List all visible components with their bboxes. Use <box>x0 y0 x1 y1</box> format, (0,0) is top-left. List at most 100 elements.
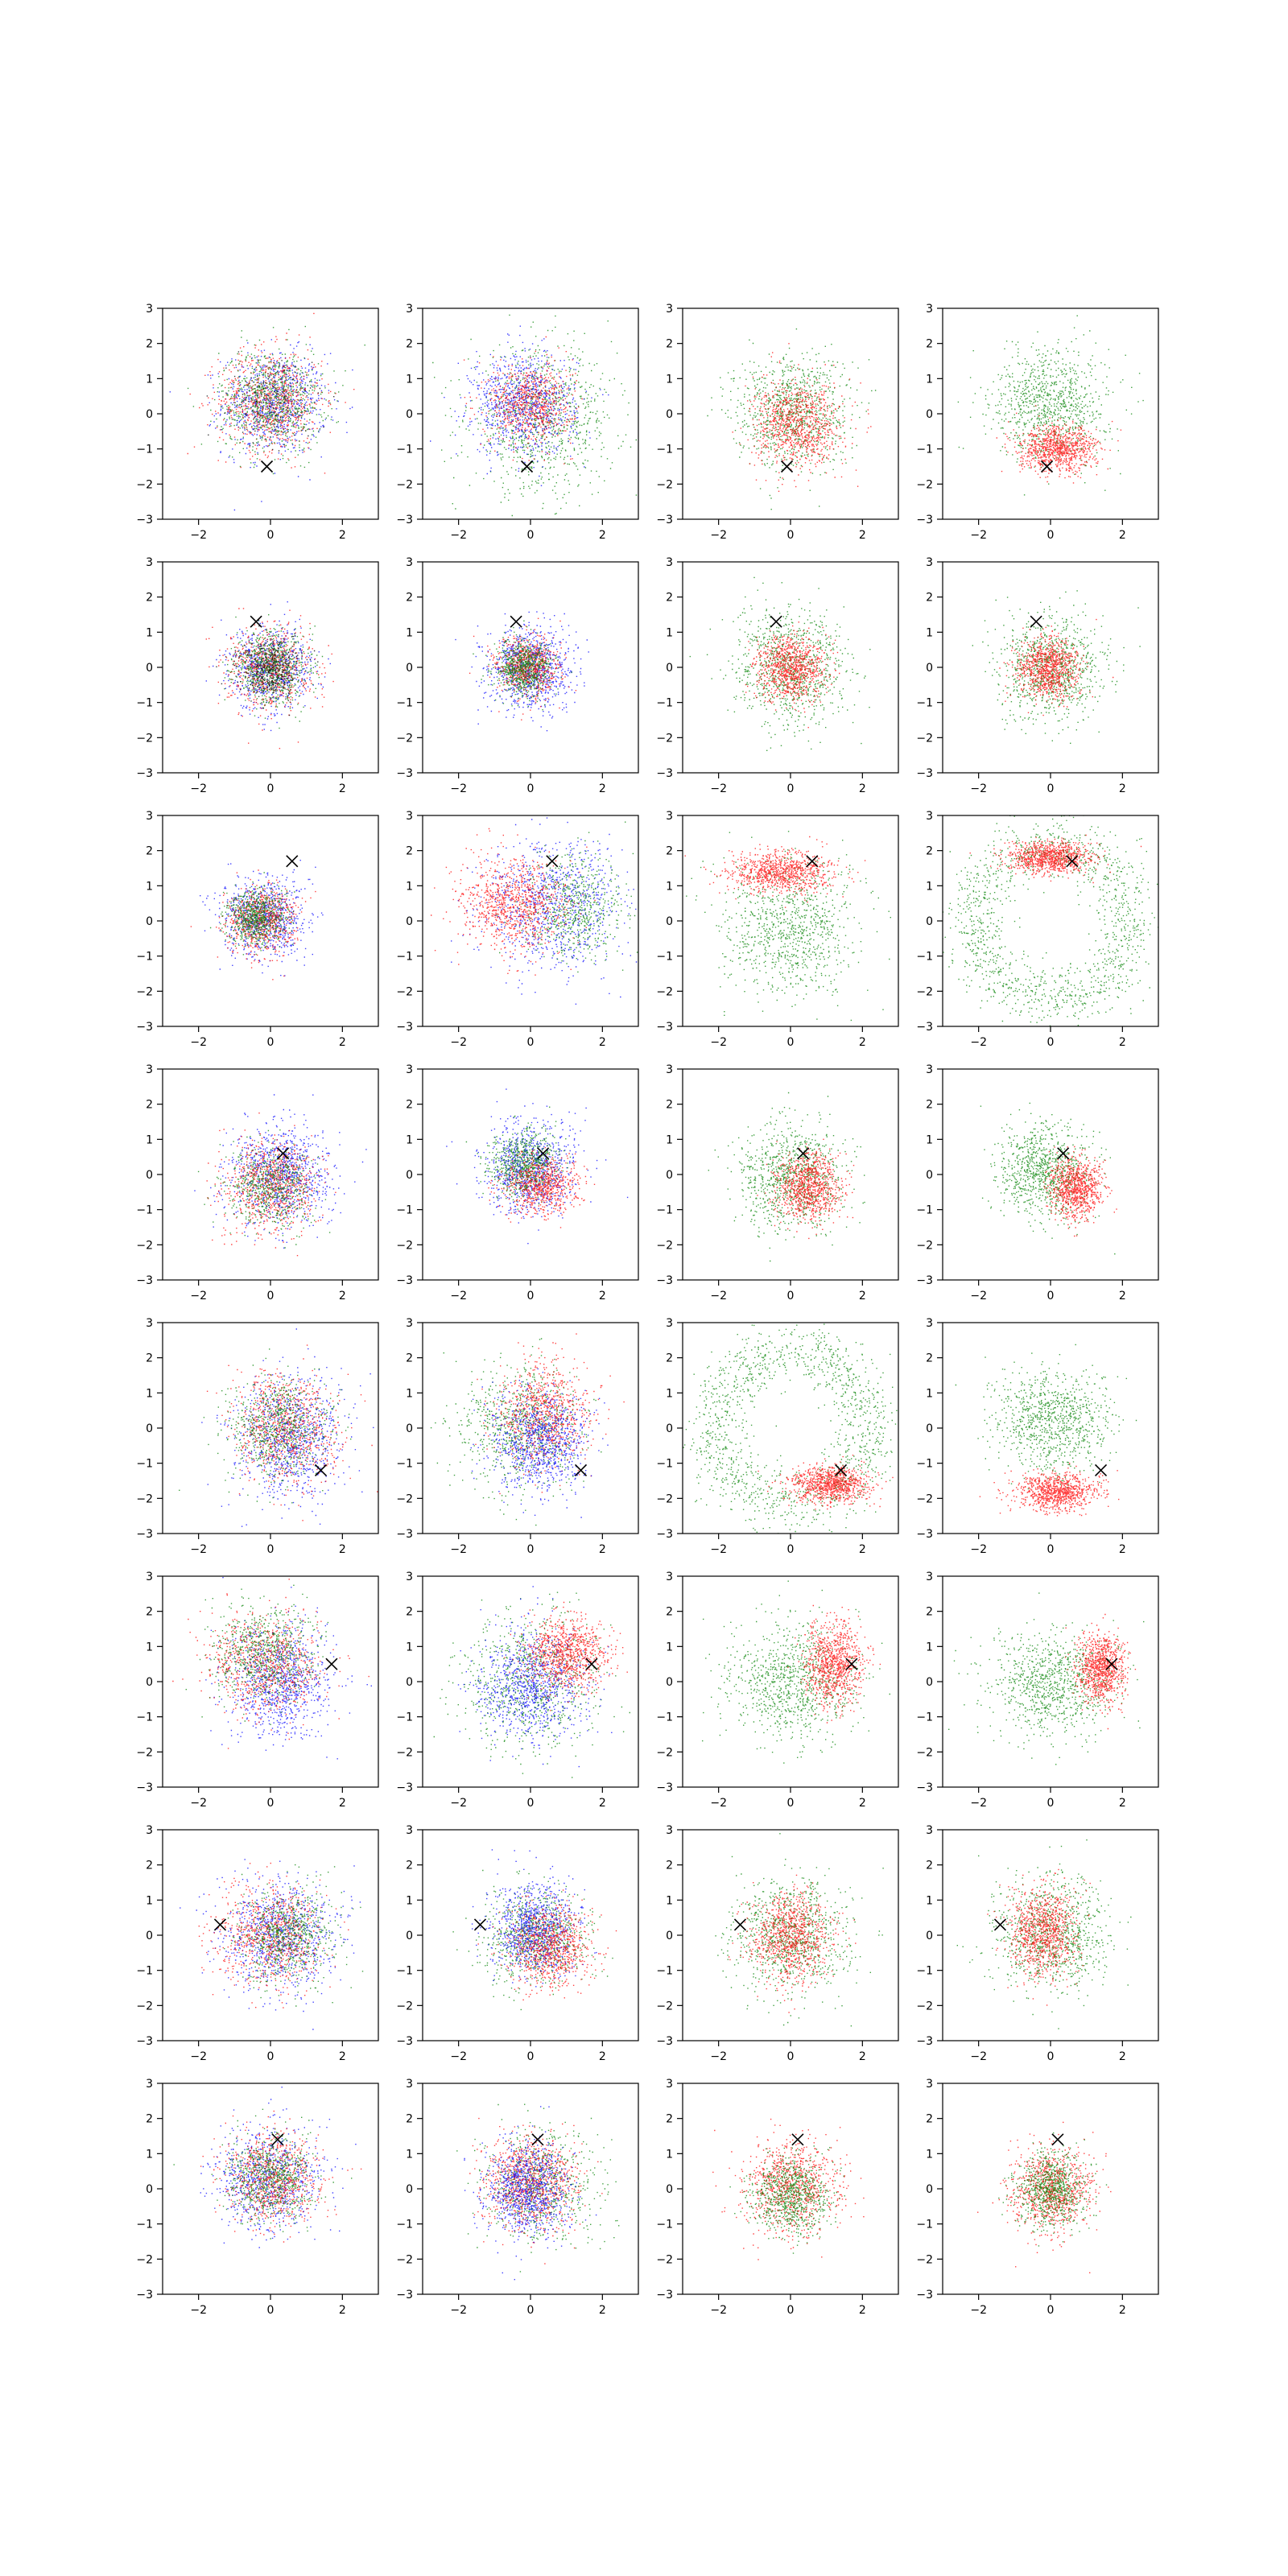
y-tick-label: 1 <box>406 1133 413 1146</box>
y-tick-label: −2 <box>396 1492 413 1505</box>
x-tick-label: 2 <box>339 1543 346 1556</box>
y-tick-label: −1 <box>916 2219 933 2231</box>
x-marker <box>1040 460 1054 473</box>
y-tick-label: 1 <box>666 373 673 386</box>
y-tick-label: −3 <box>656 514 673 526</box>
point-cloud-green <box>452 1869 613 2011</box>
y-tick-label: −2 <box>396 985 413 998</box>
point-cloud-red <box>206 1344 378 1521</box>
y-tick-label: 1 <box>666 1894 673 1907</box>
y-tick-label: −2 <box>396 2253 413 2266</box>
x-tick-label: 0 <box>1047 1543 1055 1556</box>
y-tick-label: −2 <box>656 1239 673 1252</box>
x-tick-label: −2 <box>450 1543 467 1556</box>
subplot-r2-c4: −2 0 2 −3 −2 −1 0 1 2 3 <box>916 556 1159 795</box>
y-tick-label: 2 <box>666 845 673 858</box>
y-tick-label: −2 <box>396 732 413 745</box>
y-tick-label: 2 <box>926 1099 933 1112</box>
x-marker <box>1105 1657 1118 1670</box>
y-tick-label: 0 <box>406 1169 413 1182</box>
y-tick-label: −1 <box>136 951 153 964</box>
y-tick-label: 1 <box>926 2148 933 2161</box>
y-tick-label: −3 <box>916 2289 933 2301</box>
x-marker <box>770 615 782 628</box>
x-tick-label: 0 <box>267 1036 275 1049</box>
y-tick-label: 0 <box>666 408 673 421</box>
y-tick-label: 1 <box>146 1133 153 1146</box>
y-tick-label: −3 <box>916 2035 933 2048</box>
y-tick-label: −2 <box>136 1239 153 1252</box>
y-tick-label: 1 <box>146 373 153 386</box>
subplot-r2-c1: −2 0 2 −3 −2 −1 0 1 2 3 <box>136 556 379 795</box>
point-cloud-blue <box>451 817 638 1005</box>
subplot-r5-c1: −2 0 2 −3 −2 −1 0 1 2 3 <box>136 1317 379 1556</box>
y-tick-label: 3 <box>146 2078 153 2091</box>
axes-frame <box>682 1322 899 1534</box>
y-tick-label: 0 <box>666 2183 673 2196</box>
x-marker <box>473 1918 487 1931</box>
x-marker <box>1094 1463 1108 1476</box>
y-tick-label: 0 <box>406 1676 413 1689</box>
x-tick-label: 2 <box>859 529 866 542</box>
y-tick-label: 3 <box>666 1063 673 1076</box>
y-tick-label: 2 <box>666 1606 673 1619</box>
x-tick-label: −2 <box>710 1797 727 1810</box>
y-tick-label: −2 <box>136 985 153 998</box>
y-tick-label: −2 <box>136 2253 153 2266</box>
x-tick-label: 0 <box>527 1797 535 1810</box>
y-tick-label: 0 <box>926 915 933 928</box>
scatter-points <box>194 1094 367 1257</box>
y-tick-label: −1 <box>136 1458 153 1471</box>
axes-frame <box>682 1068 899 1281</box>
x-tick-label: 2 <box>859 1036 866 1049</box>
y-tick-label: 1 <box>666 1133 673 1146</box>
y-tick-label: 1 <box>926 373 933 386</box>
x-tick-label: 2 <box>1119 1290 1126 1302</box>
subplot-r3-c4: −2 0 2 −3 −2 −1 0 1 2 3 <box>916 810 1159 1049</box>
y-tick-label: 2 <box>146 2113 153 2126</box>
x-tick-label: 2 <box>599 1797 606 1810</box>
point-cloud-blue <box>457 1586 613 1768</box>
x-tick-label: 2 <box>599 2050 606 2063</box>
x-marker <box>271 2133 284 2146</box>
y-tick-label: −2 <box>916 2253 933 2266</box>
y-tick-label: 3 <box>926 1571 933 1583</box>
x-tick-label: −2 <box>190 1797 207 1810</box>
x-tick-label: 2 <box>339 2304 346 2317</box>
x-tick-label: 0 <box>267 529 275 542</box>
y-tick-label: 3 <box>926 1317 933 1330</box>
x-tick-label: 2 <box>599 529 606 542</box>
x-marker <box>250 615 262 628</box>
x-tick-label: −2 <box>710 2050 727 2063</box>
x-tick-label: −2 <box>450 1036 467 1049</box>
y-tick-label: −3 <box>656 2289 673 2301</box>
y-tick-label: 2 <box>146 338 153 351</box>
x-tick-label: 2 <box>599 1290 606 1302</box>
x-tick-label: −2 <box>970 2050 987 2063</box>
x-marker <box>574 1463 588 1476</box>
scatter-points <box>180 1859 364 2030</box>
scatter-points <box>431 817 638 1005</box>
axes-frame <box>422 1575 639 1788</box>
y-tick-label: 2 <box>666 338 673 351</box>
axes-frame <box>162 561 379 774</box>
y-tick-label: 1 <box>146 1641 153 1653</box>
scatter-points <box>456 2103 620 2281</box>
y-tick-label: −3 <box>656 767 673 780</box>
y-tick-label: 3 <box>406 1824 413 1837</box>
axes-frame <box>682 815 899 1027</box>
axes-frame <box>942 815 1159 1027</box>
x-tick-label: −2 <box>970 529 987 542</box>
point-cloud-green <box>473 620 572 711</box>
y-tick-label: 0 <box>146 1930 153 1942</box>
point-cloud-red <box>979 1463 1120 1517</box>
x-tick-label: 2 <box>339 1290 346 1302</box>
y-tick-label: −1 <box>136 1204 153 1217</box>
y-tick-label: −1 <box>656 1711 673 1724</box>
y-tick-label: 1 <box>146 2148 153 2161</box>
y-tick-label: 2 <box>406 2113 413 2126</box>
point-cloud-blue <box>430 325 609 486</box>
y-tick-label: 2 <box>406 845 413 858</box>
point-cloud-green <box>707 328 877 510</box>
x-tick-label: 2 <box>339 2050 346 2063</box>
